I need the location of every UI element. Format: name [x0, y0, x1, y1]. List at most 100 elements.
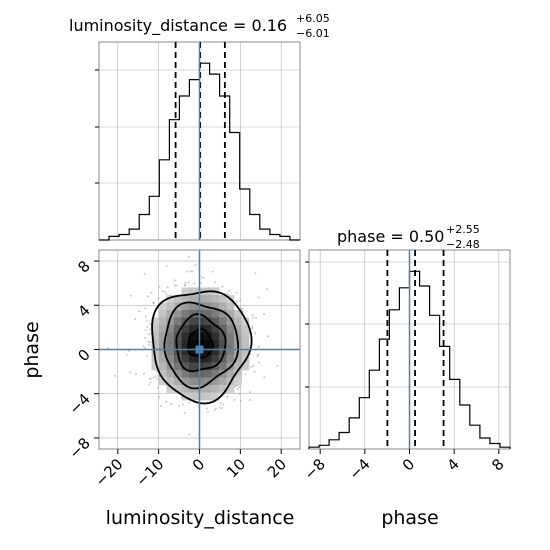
density-cell — [159, 325, 167, 333]
density-cell — [174, 310, 182, 318]
y-tick-label-phase-2: 0 — [74, 346, 93, 365]
sample-point — [252, 364, 255, 367]
luminosity-distance-histogram-panel — [95, 41, 301, 241]
sample-point — [233, 398, 236, 401]
density-cell — [166, 340, 175, 348]
sample-point — [158, 285, 161, 288]
sample-point — [253, 370, 256, 373]
density-cell — [204, 392, 212, 401]
density-cell — [174, 355, 182, 363]
density-cell — [159, 332, 167, 341]
sample-point — [174, 284, 176, 287]
density-cell — [189, 287, 197, 296]
density-cell — [151, 332, 160, 341]
sample-point — [194, 264, 197, 267]
density-cell — [204, 370, 212, 378]
x-tick-label-luminosity-distance-4: 20 — [264, 455, 290, 481]
y-axis-label-phase: phase — [21, 321, 43, 378]
sample-point — [244, 373, 247, 376]
density-cell — [219, 332, 227, 341]
density-cell — [166, 385, 175, 393]
sample-point — [235, 300, 238, 303]
density-cell — [181, 347, 190, 356]
x-tick-label-luminosity-distance-2: 0 — [189, 455, 208, 474]
y-tick-label-phase-3: 4 — [74, 301, 93, 320]
sample-point — [184, 281, 187, 284]
x-tick-label-phase-3: 4 — [444, 455, 463, 474]
density-cell — [151, 347, 160, 356]
sample-point — [254, 272, 257, 275]
density-cell — [189, 355, 197, 363]
sample-point — [214, 281, 216, 284]
sample-point — [250, 365, 253, 368]
density-cell — [241, 325, 250, 333]
density-cell — [211, 317, 220, 326]
x-tick-label-luminosity-distance-0: −20 — [92, 455, 127, 490]
contour-line-1 — [175, 313, 227, 373]
density-cell — [219, 340, 227, 348]
sample-point — [146, 295, 149, 298]
sample-point — [144, 307, 147, 310]
density-cell — [159, 370, 167, 378]
contour-line-2 — [163, 301, 240, 390]
sample-point — [165, 400, 168, 403]
density-cell — [159, 317, 167, 326]
sample-point — [205, 407, 208, 410]
density-cell — [241, 340, 250, 348]
density-cell — [174, 317, 182, 326]
truth-marker — [195, 345, 204, 354]
sample-point — [165, 265, 168, 267]
density-cell — [174, 377, 182, 386]
density-cell — [226, 317, 235, 326]
density-cell — [226, 355, 235, 363]
density-cell — [189, 340, 197, 348]
density-cell — [196, 340, 205, 348]
density-cell — [219, 310, 227, 318]
sample-point — [161, 290, 164, 293]
density-cell — [181, 295, 190, 303]
density-cell — [189, 370, 197, 378]
sample-point — [155, 375, 157, 378]
density-cell — [174, 325, 182, 333]
sample-point — [206, 410, 209, 413]
density-cell — [196, 295, 205, 303]
sample-point — [158, 396, 161, 398]
sample-point — [193, 282, 196, 285]
title-luminosity-distance: luminosity_distance = 0.16 — [69, 16, 287, 36]
density-cell — [241, 347, 250, 356]
sample-point — [144, 346, 147, 349]
sample-point — [129, 371, 132, 373]
sample-point — [149, 377, 152, 380]
density-cell — [159, 362, 167, 371]
sample-point — [138, 310, 141, 313]
sample-point — [240, 399, 243, 402]
density-cell — [189, 362, 197, 371]
density-cell — [241, 317, 250, 326]
density-cell — [196, 362, 205, 371]
density-cell — [219, 370, 227, 378]
density-cell — [241, 362, 250, 371]
density-cell — [196, 317, 205, 326]
density-cell — [196, 287, 205, 296]
sample-point — [142, 345, 145, 348]
density-cell — [189, 377, 197, 386]
density-cell — [226, 332, 235, 341]
density-cell — [219, 295, 227, 303]
sample-point — [178, 405, 180, 408]
density-cell — [151, 340, 160, 348]
density-cell — [219, 385, 227, 393]
x-tick-label-luminosity-distance-1: −10 — [132, 455, 167, 490]
density-cell — [226, 385, 235, 393]
sample-point — [181, 403, 184, 406]
sample-point — [239, 298, 242, 301]
density-cell — [219, 347, 227, 356]
density-cell — [151, 325, 160, 333]
sample-point — [157, 297, 160, 300]
density-cell — [189, 295, 197, 303]
sample-point — [219, 402, 222, 405]
density-cell — [181, 332, 190, 341]
density-cell — [211, 385, 220, 393]
sample-point — [144, 315, 147, 318]
sample-point — [183, 284, 186, 287]
density-cell — [219, 317, 227, 326]
